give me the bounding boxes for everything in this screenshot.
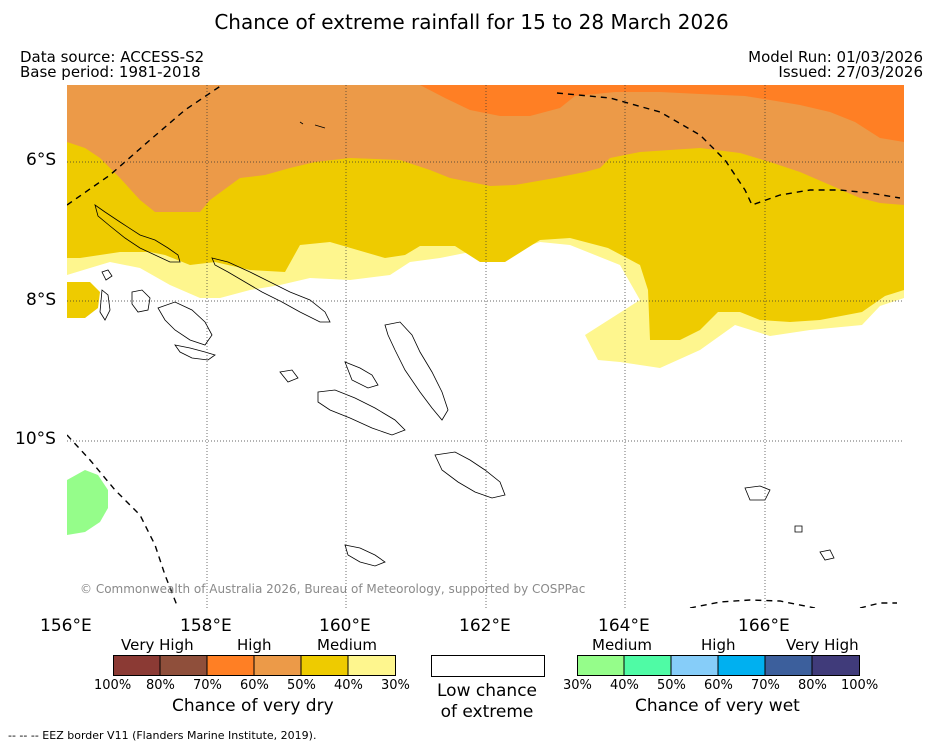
low-chance-line-2: of extreme (440, 702, 534, 722)
lon-label-164e: 164°E (598, 616, 650, 636)
coast-utupua (794, 525, 803, 533)
dry-swatch-1 (113, 655, 160, 676)
dry-tick-40: 40% (334, 678, 363, 693)
data-source: Data source: ACCESS-S2 (20, 48, 205, 66)
dry-legend-label: Chance of very dry (172, 696, 334, 716)
lon-label-156e: 156°E (40, 616, 92, 636)
lon-label-158e: 158°E (180, 616, 232, 636)
coast-guadalcanal (317, 389, 406, 436)
lat-label-6s: 6°S (26, 150, 57, 170)
region-wet-30-40 (67, 470, 108, 535)
graticule (67, 85, 904, 608)
eez-line-3 (67, 434, 179, 608)
wet-tick-70: 70% (751, 678, 780, 693)
lat-label-10s: 10°S (15, 429, 56, 449)
dry-swatch-3 (207, 655, 254, 676)
wet-swatch-1 (577, 655, 624, 676)
model-run: Model Run: 01/03/2026 (748, 48, 923, 66)
wet-tick-80: 80% (798, 678, 827, 693)
lon-label-166e: 166°E (738, 616, 790, 636)
eez-footnote: -- -- -- EEZ border V11 (Flanders Marine… (8, 729, 317, 742)
base-period: Base period: 1981-2018 (20, 63, 201, 81)
wet-tick-30: 30% (563, 678, 592, 693)
map-area (67, 85, 904, 608)
wet-tick-40: 40% (610, 678, 639, 693)
dry-tick-60: 60% (240, 678, 269, 693)
lat-label-8s: 8°S (26, 290, 57, 310)
coast-shortland (101, 269, 113, 281)
wet-swatch-5 (765, 655, 812, 676)
coast-russell (279, 369, 299, 383)
eez-line-1 (67, 85, 223, 206)
coast-santa-isabel (99, 289, 111, 321)
wet-category-very-high: Very High (786, 636, 859, 654)
wet-category-high: High (701, 636, 736, 654)
lon-label-160e: 160°E (319, 616, 371, 636)
map-title: Chance of extreme rainfall for 15 to 28 … (214, 10, 729, 34)
coast-vella-lavella (131, 289, 151, 313)
dry-swatch-4 (254, 655, 301, 676)
coast-florida (344, 361, 379, 389)
region-dry-west-tongue (67, 282, 100, 318)
coast-makira (434, 451, 506, 499)
region-dry-50-60 (67, 85, 904, 212)
low-chance-swatch (431, 655, 545, 677)
wet-tick-50: 50% (657, 678, 686, 693)
coast-isle-small-2 (314, 124, 326, 129)
meta-right: Model Run: 01/03/2026 Issued: 27/03/2026 (748, 50, 923, 80)
wet-swatch-6 (812, 655, 860, 676)
wet-swatch-2 (624, 655, 671, 676)
copyright-notice: © Commonwealth of Australia 2026, Bureau… (80, 582, 586, 596)
eez-line-2 (556, 92, 901, 206)
wet-colorbar (577, 655, 860, 676)
wet-legend-label: Chance of very wet (635, 696, 800, 716)
dry-category-very-high: Very High (121, 636, 194, 654)
dry-swatch-5 (301, 655, 348, 676)
dry-category-high: High (237, 636, 272, 654)
dry-category-medium: Medium (317, 636, 377, 654)
coast-rennell (344, 544, 386, 567)
dry-tick-30: 30% (381, 678, 410, 693)
dry-colorbar (113, 655, 396, 676)
coast-rendova (174, 344, 216, 361)
eez-borders (67, 85, 901, 608)
coast-new-georgia (157, 301, 213, 346)
eez-line-4 (689, 599, 816, 608)
dry-swatch-2 (160, 655, 207, 676)
coast-santa-cruz (744, 485, 771, 501)
low-chance-line-1: Low chance (437, 681, 537, 701)
lon-label-162e: 162°E (459, 616, 511, 636)
wet-swatch-3 (671, 655, 718, 676)
coast-malaita (384, 321, 449, 421)
coast-bougainville (94, 204, 181, 263)
dry-tick-80: 80% (146, 678, 175, 693)
wet-category-medium: Medium (592, 636, 652, 654)
low-chance-label: Low chance of extreme (420, 681, 554, 723)
coast-isle-small-1 (299, 121, 304, 125)
issued-date: Issued: 27/03/2026 (778, 63, 923, 81)
wet-swatch-4 (718, 655, 765, 676)
meta-left: Data source: ACCESS-S2 Base period: 1981… (20, 50, 204, 80)
region-dry-60-70 (420, 85, 904, 142)
coast-vanikoro (819, 549, 835, 561)
dry-tick-50: 50% (287, 678, 316, 693)
wet-tick-100: 100% (841, 678, 879, 693)
dry-swatch-6 (348, 655, 396, 676)
dry-tick-70: 70% (193, 678, 222, 693)
wet-tick-60: 60% (704, 678, 733, 693)
coastlines (94, 121, 835, 567)
coast-choiseul (211, 257, 331, 323)
dry-tick-100: 100% (94, 678, 132, 693)
